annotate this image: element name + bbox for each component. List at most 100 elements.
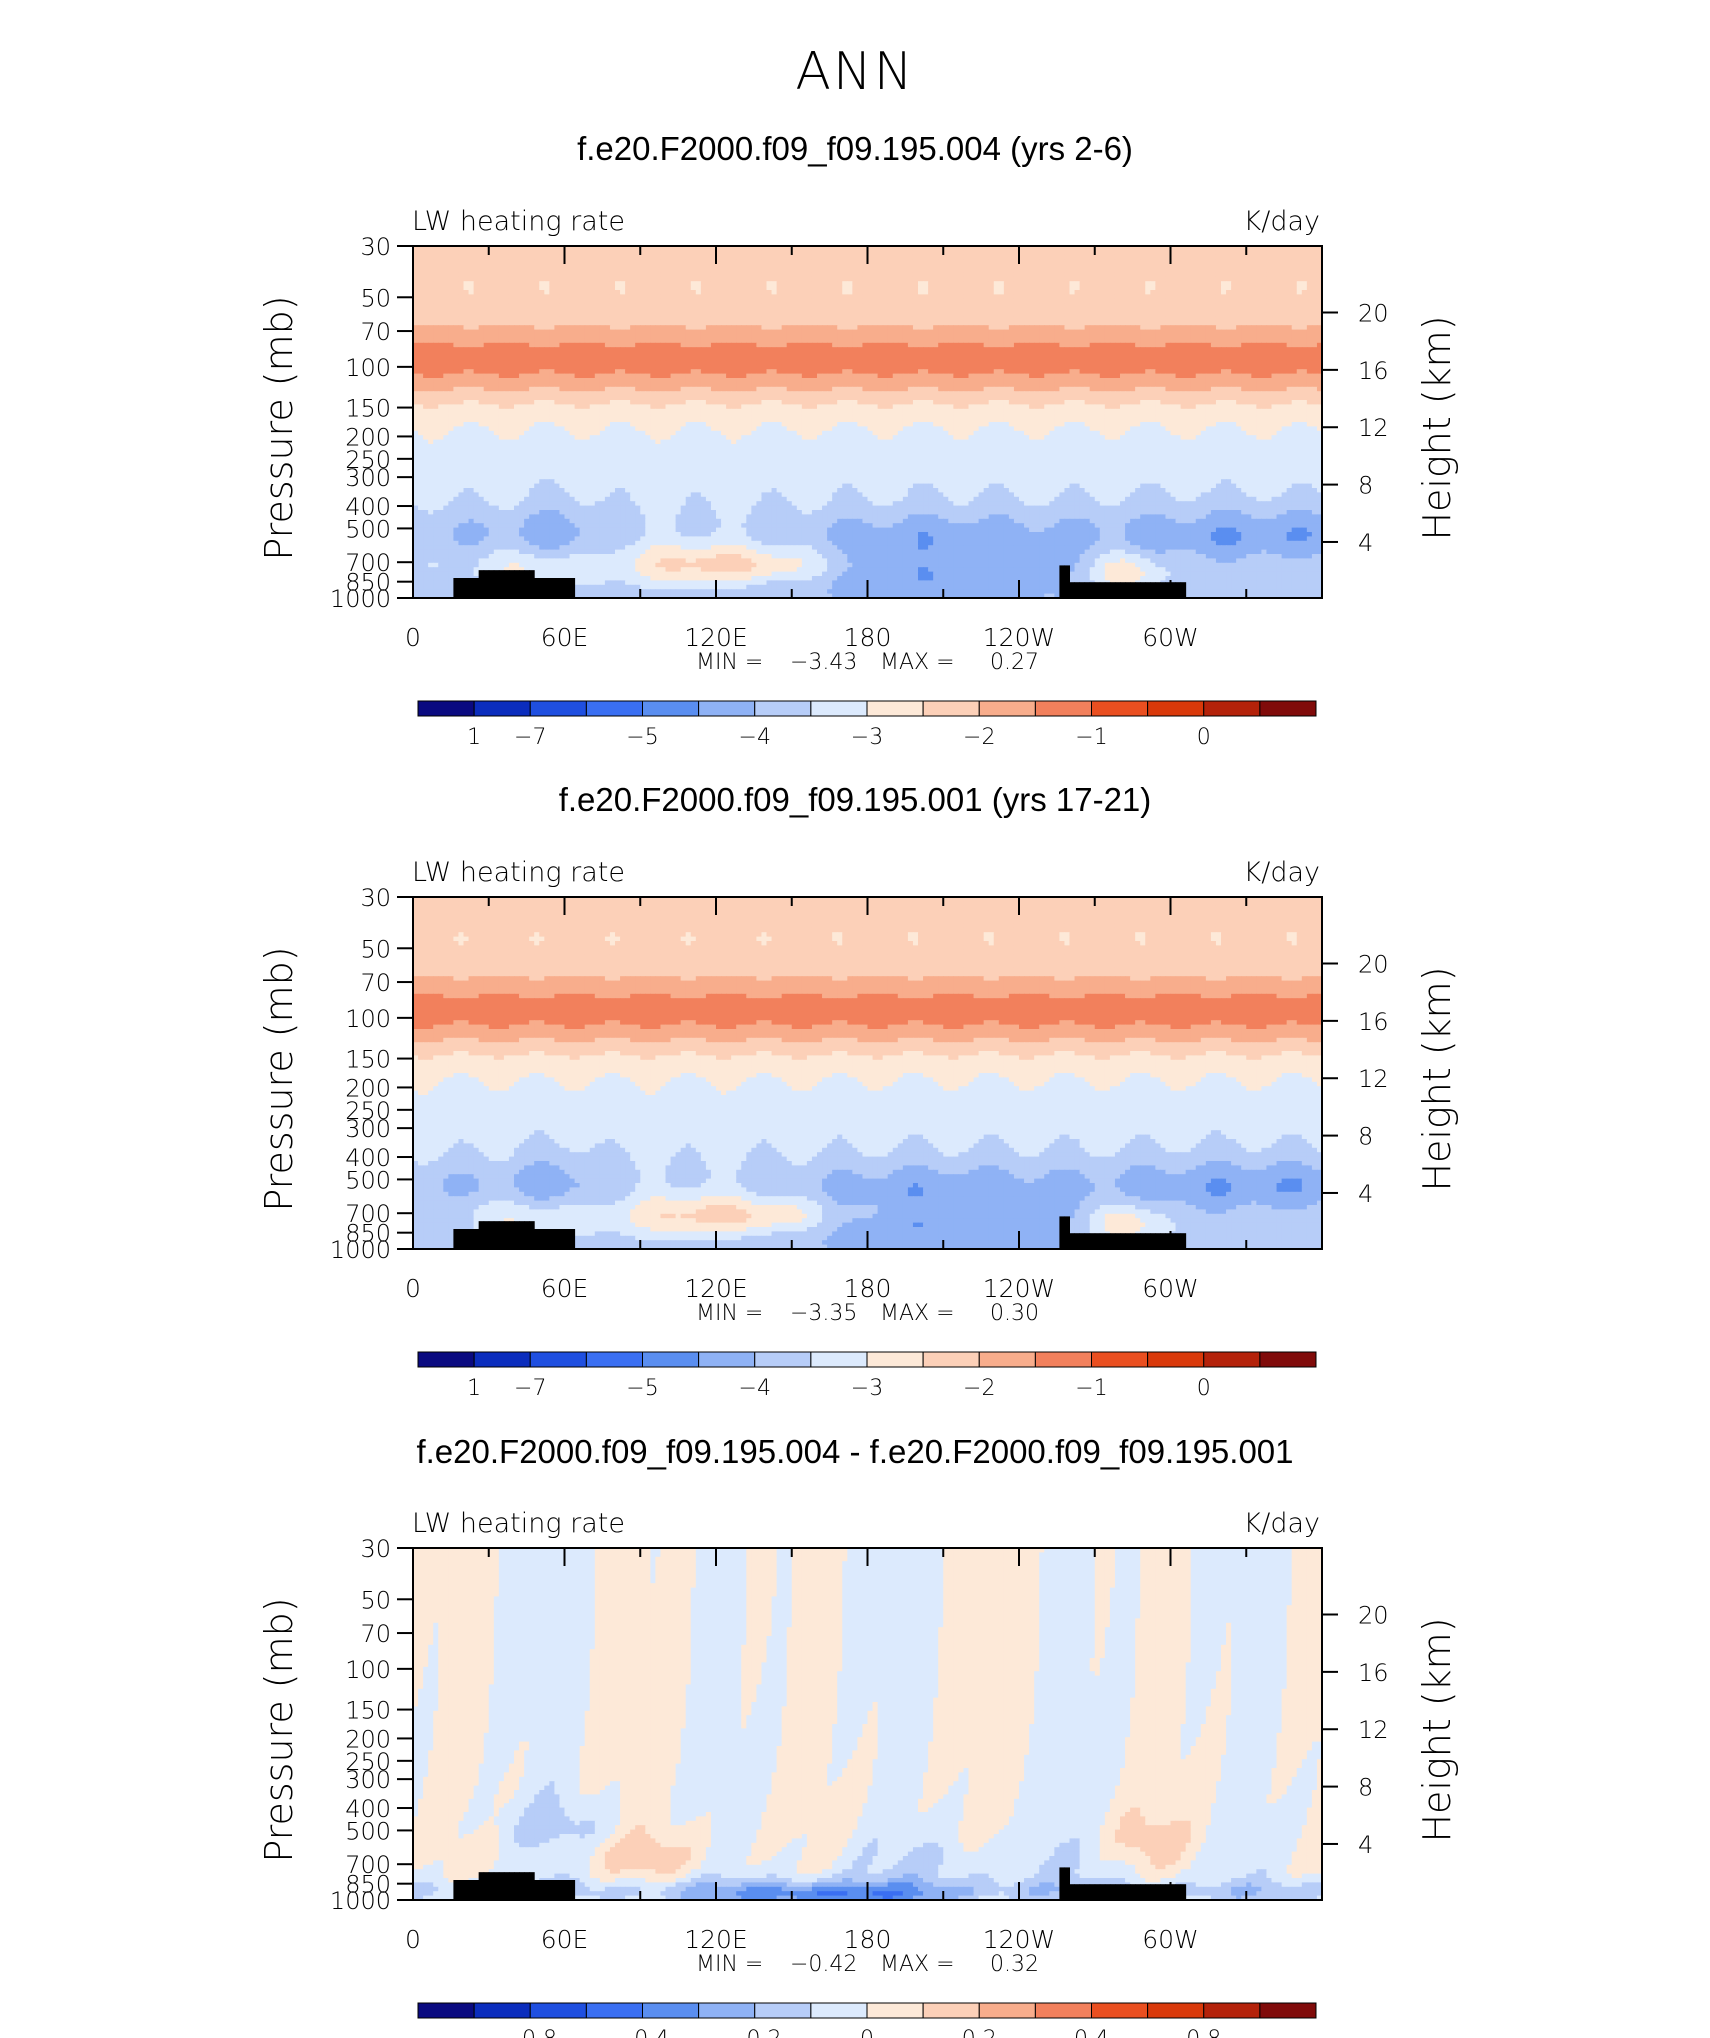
field-cell bbox=[1241, 312, 1247, 317]
field-cell bbox=[534, 316, 540, 322]
field-cell bbox=[1099, 329, 1106, 335]
field-cell bbox=[786, 325, 793, 331]
field-cell bbox=[1130, 320, 1136, 326]
field-cell bbox=[458, 276, 465, 282]
field-cell bbox=[867, 307, 874, 313]
field-cell bbox=[1079, 246, 1086, 251]
field-cell bbox=[1140, 268, 1146, 273]
field-cell bbox=[1205, 294, 1212, 300]
field-cell bbox=[751, 294, 757, 300]
field-cell bbox=[923, 263, 929, 269]
field-cell bbox=[660, 294, 667, 300]
field-cell bbox=[710, 250, 717, 256]
field-cell bbox=[958, 320, 965, 326]
field-cell bbox=[953, 347, 959, 353]
field-cell bbox=[1251, 316, 1257, 322]
field-cell bbox=[1261, 312, 1268, 317]
field-cell bbox=[650, 250, 656, 256]
field-cell bbox=[1241, 325, 1247, 331]
field-cell bbox=[1145, 356, 1151, 361]
field-cell bbox=[1210, 360, 1217, 366]
field-cell bbox=[1316, 347, 1323, 353]
field-cell bbox=[1019, 312, 1025, 317]
field-cell bbox=[534, 338, 540, 344]
field-cell bbox=[1013, 338, 1020, 344]
field-cell bbox=[1145, 276, 1151, 282]
field-cell bbox=[852, 268, 858, 273]
field-cell bbox=[1215, 338, 1222, 344]
field-cell bbox=[498, 294, 505, 300]
field-cell bbox=[988, 351, 995, 357]
field-cell bbox=[1190, 290, 1197, 295]
field-cell bbox=[948, 268, 954, 273]
field-cell bbox=[458, 356, 465, 361]
field-cell bbox=[468, 285, 475, 291]
field-cell bbox=[625, 360, 631, 366]
field-cell bbox=[635, 360, 641, 366]
field-cell bbox=[751, 342, 757, 348]
field-cell bbox=[1054, 307, 1060, 313]
field-cell bbox=[968, 360, 975, 366]
field-cell bbox=[473, 259, 480, 265]
field-cell bbox=[872, 351, 879, 357]
field-cell bbox=[514, 246, 520, 251]
field-cell bbox=[1054, 325, 1060, 331]
field-cell bbox=[1215, 307, 1222, 313]
field-cell bbox=[938, 351, 944, 357]
field-cell bbox=[1190, 312, 1197, 317]
field-cell bbox=[1241, 351, 1247, 357]
field-cell bbox=[1039, 360, 1045, 366]
field-cell bbox=[1286, 351, 1293, 357]
field-cell bbox=[1114, 329, 1121, 335]
field-cell bbox=[554, 307, 561, 313]
field-cell bbox=[1185, 316, 1192, 322]
field-cell bbox=[458, 268, 465, 273]
field-cell bbox=[796, 281, 803, 287]
field-cell bbox=[1236, 254, 1242, 260]
field-cell bbox=[1064, 246, 1071, 251]
field-cell bbox=[721, 347, 727, 353]
field-cell bbox=[1180, 294, 1187, 300]
field-cell bbox=[675, 364, 682, 370]
field-cell bbox=[680, 320, 687, 326]
field-cell bbox=[468, 272, 475, 278]
field-cell bbox=[837, 272, 843, 278]
field-cell bbox=[539, 276, 545, 282]
field-cell bbox=[695, 338, 702, 344]
field-cell bbox=[604, 364, 611, 370]
field-cell bbox=[685, 246, 692, 251]
field-cell bbox=[529, 338, 535, 344]
field-cell bbox=[746, 320, 752, 326]
field-cell bbox=[1301, 250, 1308, 256]
field-cell bbox=[862, 307, 869, 313]
field-cell bbox=[801, 303, 808, 309]
field-cell bbox=[1064, 356, 1071, 361]
field-cell bbox=[761, 351, 768, 357]
field-cell bbox=[514, 325, 520, 331]
field-cell bbox=[680, 259, 687, 265]
field-cell bbox=[463, 285, 470, 291]
field-cell bbox=[705, 281, 712, 287]
field-cell bbox=[842, 285, 848, 291]
field-cell bbox=[1175, 276, 1182, 282]
field-cell bbox=[594, 356, 601, 361]
field-cell bbox=[680, 347, 687, 353]
field-cell bbox=[1039, 307, 1045, 313]
field-cell bbox=[640, 303, 646, 309]
field-cell bbox=[771, 290, 778, 295]
field-cell bbox=[503, 351, 510, 357]
field-cell bbox=[877, 285, 884, 291]
field-cell bbox=[488, 250, 495, 256]
field-cell bbox=[1266, 250, 1273, 256]
field-cell bbox=[438, 320, 444, 326]
field-cell bbox=[1226, 263, 1232, 269]
field-cell bbox=[705, 347, 712, 353]
field-cell bbox=[847, 334, 853, 339]
field-cell bbox=[1054, 312, 1060, 317]
field-cell bbox=[933, 334, 939, 339]
field-cell bbox=[1246, 320, 1252, 326]
field-cell bbox=[549, 312, 555, 317]
field-cell bbox=[589, 290, 596, 295]
field-cell bbox=[1029, 276, 1035, 282]
field-cell bbox=[534, 290, 540, 295]
